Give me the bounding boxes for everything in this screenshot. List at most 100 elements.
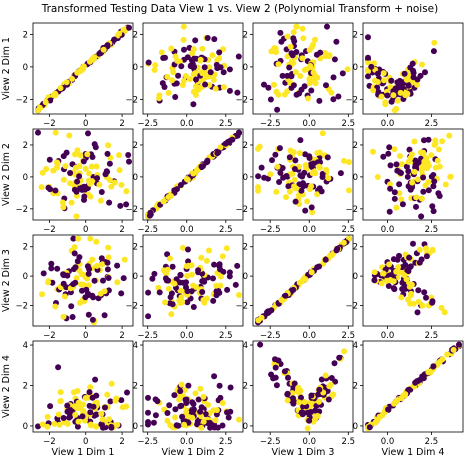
data-point (160, 55, 167, 61)
y-tick-label: 0 (243, 63, 248, 73)
x-tick-label: −2.5 (137, 437, 158, 447)
data-point (80, 63, 87, 70)
data-point (224, 286, 231, 293)
data-point (335, 93, 342, 100)
data-point (39, 169, 46, 176)
column-axis-label: View 1 Dim 2 (162, 447, 225, 458)
data-point (200, 393, 207, 400)
data-point (84, 263, 91, 270)
data-point (422, 69, 428, 76)
data-point (86, 389, 93, 396)
data-point (395, 264, 402, 270)
data-point (63, 149, 70, 156)
data-point (201, 64, 208, 71)
y-tick-label: 0 (23, 272, 28, 282)
x-tick-label: −2.5 (137, 331, 158, 341)
row-axis-label: View 2 Dim 2 (1, 143, 12, 206)
data-point (405, 158, 412, 165)
data-point (277, 29, 284, 36)
x-tick-label: 0.0 (381, 437, 395, 447)
data-point (337, 170, 344, 177)
data-point (190, 46, 197, 53)
data-point (309, 170, 316, 177)
data-point (276, 145, 283, 152)
data-point (414, 309, 421, 316)
y-tick-label: −2 (345, 301, 358, 311)
data-point (190, 407, 197, 414)
data-point (87, 193, 94, 200)
data-point (390, 92, 397, 99)
data-point (190, 304, 197, 310)
data-point (283, 173, 290, 179)
x-tick-label: −2.5 (260, 437, 281, 447)
data-point (116, 167, 123, 174)
data-point (185, 382, 192, 389)
data-point (293, 23, 300, 30)
x-tick-label: 2.5 (425, 437, 439, 447)
data-point (258, 314, 265, 321)
panel-points (145, 129, 242, 220)
data-point (386, 261, 393, 268)
panel-frame (362, 340, 464, 433)
y-tick-label: −2 (345, 205, 358, 215)
data-point (104, 391, 111, 398)
y-tick-label: 0 (133, 272, 138, 282)
data-point (386, 208, 393, 215)
data-point (398, 196, 405, 203)
data-point (428, 173, 435, 180)
panel-frame (142, 128, 244, 221)
data-point (421, 137, 427, 144)
data-point (123, 188, 130, 195)
data-point (101, 288, 108, 295)
data-point (420, 373, 427, 380)
data-point (74, 423, 81, 430)
data-point (52, 303, 59, 310)
data-point (111, 179, 118, 186)
data-point (422, 182, 429, 189)
data-point (423, 245, 429, 252)
data-point (450, 346, 457, 353)
data-point (281, 91, 288, 98)
data-point (302, 162, 309, 168)
data-point (104, 42, 111, 49)
data-point (97, 197, 104, 204)
data-point (391, 286, 398, 293)
panel-r4-c3: 0 2 4 −2.5 0.0 2.5 (243, 340, 355, 447)
data-point (47, 97, 54, 104)
data-point (410, 240, 416, 247)
data-point (374, 416, 381, 423)
data-point (125, 152, 132, 158)
data-point (198, 424, 205, 431)
data-point (384, 92, 391, 99)
data-point (394, 256, 401, 263)
data-point (181, 46, 187, 53)
data-point (378, 93, 385, 100)
data-point (236, 292, 242, 298)
panel-frame (32, 22, 134, 115)
data-point (227, 408, 234, 415)
data-point (164, 251, 171, 258)
data-point (87, 180, 93, 187)
data-point (236, 416, 242, 423)
data-point (60, 176, 67, 183)
data-point (284, 397, 291, 404)
panel-points (255, 130, 352, 216)
data-point (366, 424, 373, 431)
data-point (50, 167, 57, 174)
y-tick-label: −2 (235, 95, 248, 105)
data-point (326, 52, 333, 59)
data-point (432, 164, 439, 171)
data-point (126, 24, 132, 31)
data-point (189, 414, 196, 421)
data-point (72, 411, 79, 418)
data-point (435, 190, 442, 197)
y-tick-label: 2 (353, 243, 358, 253)
data-point (368, 63, 375, 70)
data-point (100, 424, 106, 431)
data-point (341, 348, 348, 355)
panel-frame (32, 128, 134, 221)
data-point (179, 413, 186, 420)
x-tick-label: 0.0 (302, 225, 316, 235)
data-point (87, 409, 94, 416)
panel-points (257, 341, 348, 432)
